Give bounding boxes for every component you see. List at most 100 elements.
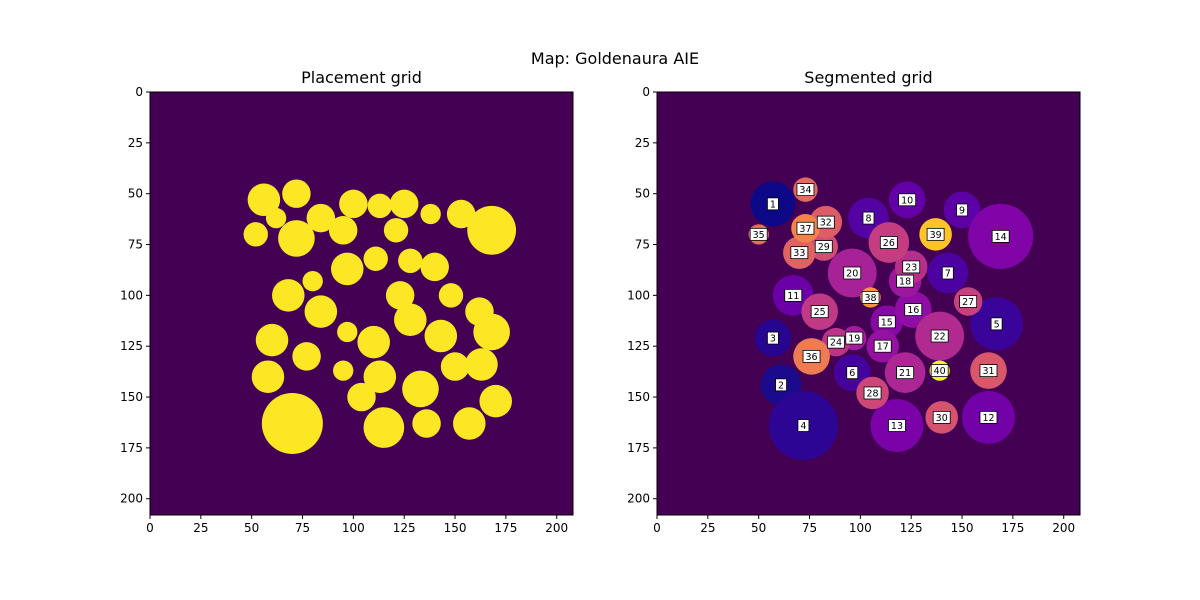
- segment-label: 12: [982, 413, 994, 424]
- segment-label: 19: [848, 334, 860, 345]
- placeable-region: [424, 319, 458, 353]
- segment-label-box: [991, 229, 1010, 243]
- segment-label: 26: [883, 238, 895, 249]
- segment-label: 9: [959, 205, 965, 216]
- segment-label-box: [898, 193, 917, 207]
- x-tick-label: 75: [802, 521, 817, 535]
- placeable-region: [337, 321, 358, 343]
- y-tick-label: 50: [635, 187, 650, 201]
- placeable-region: [243, 222, 268, 247]
- segment-label: 17: [877, 342, 889, 353]
- placeable-region: [367, 193, 393, 219]
- segment-label-box: [827, 335, 845, 349]
- y-tick-label: 150: [627, 390, 650, 404]
- segment-label-box: [862, 211, 875, 225]
- y-tick-label: 150: [120, 390, 143, 404]
- placeable-region: [446, 199, 476, 229]
- placeable-region: [473, 313, 510, 351]
- placeable-region: [438, 283, 464, 308]
- y-tick-label: 25: [128, 136, 143, 150]
- segment-label-box: [814, 240, 833, 253]
- placeable-region: [383, 218, 409, 243]
- x-tick-label: 100: [849, 521, 872, 535]
- x-tick-label: 150: [951, 521, 974, 535]
- segment-label-box: [861, 290, 880, 304]
- placeable-region: [363, 360, 397, 393]
- segment-label: 20: [846, 268, 858, 279]
- segment-label: 11: [787, 291, 799, 302]
- x-tick-label: 50: [244, 521, 259, 535]
- segment-label: 27: [962, 297, 974, 308]
- segment-label-box: [846, 366, 859, 380]
- y-tick-label: 75: [635, 238, 650, 252]
- x-tick-label: 0: [146, 521, 154, 535]
- segment-label: 40: [934, 366, 946, 377]
- panel-title: Segmented grid: [804, 68, 932, 87]
- segment-label: 36: [806, 352, 818, 363]
- x-tick-label: 150: [444, 521, 467, 535]
- segment-label-box: [959, 295, 978, 308]
- placeable-region: [440, 352, 470, 381]
- segment-label: 35: [753, 230, 765, 241]
- segment-label-box: [767, 331, 779, 345]
- segment-label-box: [979, 410, 998, 424]
- segment-label: 28: [867, 388, 879, 399]
- segment-label: 31: [982, 366, 994, 377]
- placeable-region: [306, 203, 336, 233]
- segment-label: 25: [814, 307, 826, 318]
- placeable-region: [402, 370, 439, 408]
- segment-label-box: [926, 227, 945, 241]
- placeable-region: [282, 179, 311, 208]
- x-tick-label: 200: [1052, 521, 1075, 535]
- axes-frame: [656, 91, 1081, 516]
- y-tick-label: 75: [128, 238, 143, 252]
- segment-label: 6: [849, 368, 855, 379]
- segment-label: 32: [820, 218, 832, 229]
- x-tick-label: 125: [393, 521, 416, 535]
- placeable-region: [357, 325, 390, 359]
- segment-label: 8: [865, 214, 871, 225]
- placeable-region: [304, 295, 338, 328]
- segment-label-box: [790, 246, 809, 260]
- placeable-region: [420, 203, 441, 225]
- segment-label-box: [990, 317, 1003, 331]
- x-tick-label: 175: [494, 521, 517, 535]
- segment-label-box: [877, 315, 896, 329]
- segment-label-box: [956, 203, 968, 217]
- placeable-region: [255, 323, 289, 357]
- x-tick-label: 175: [1001, 521, 1024, 535]
- segment-label: 22: [934, 332, 946, 343]
- y-tick-label: 200: [120, 492, 143, 506]
- segment-label: 16: [907, 305, 919, 316]
- y-tick-label: 50: [128, 187, 143, 201]
- x-tick-label: 25: [193, 521, 208, 535]
- segment-label: 29: [818, 242, 830, 253]
- x-tick-label: 75: [295, 521, 310, 535]
- segment-label: 4: [800, 421, 806, 432]
- segmented-grid-panel: Segmented grid 1234567891011121314151617…: [627, 68, 1081, 535]
- x-tick-label: 100: [342, 521, 365, 535]
- panel-title: Placement grid: [301, 68, 422, 87]
- placeable-region: [465, 348, 498, 381]
- x-tick-label: 50: [751, 521, 766, 535]
- placeable-region: [453, 407, 486, 440]
- placement-grid-panel: Placement grid 0 25 50 75 100 125 150 175 200 0 25…: [120, 68, 574, 535]
- segment-label-box: [863, 386, 882, 400]
- x-tick-label: 125: [900, 521, 923, 535]
- segment-label: 2: [778, 380, 784, 391]
- segment-label-box: [879, 236, 898, 249]
- y-tick-label: 0: [642, 85, 650, 99]
- segment-label-box: [902, 260, 921, 274]
- placeable-region: [420, 252, 449, 282]
- x-tick-label: 0: [653, 521, 661, 535]
- segment-label: 34: [799, 185, 811, 196]
- placeable-region: [251, 360, 285, 393]
- segment-label-box: [873, 339, 892, 353]
- segment-label-box: [796, 221, 815, 235]
- segment-label: 10: [901, 195, 913, 206]
- segment-label-box: [797, 419, 810, 432]
- placeable-region: [302, 270, 323, 292]
- placeable-region: [265, 207, 287, 229]
- segment-label-box: [749, 227, 768, 241]
